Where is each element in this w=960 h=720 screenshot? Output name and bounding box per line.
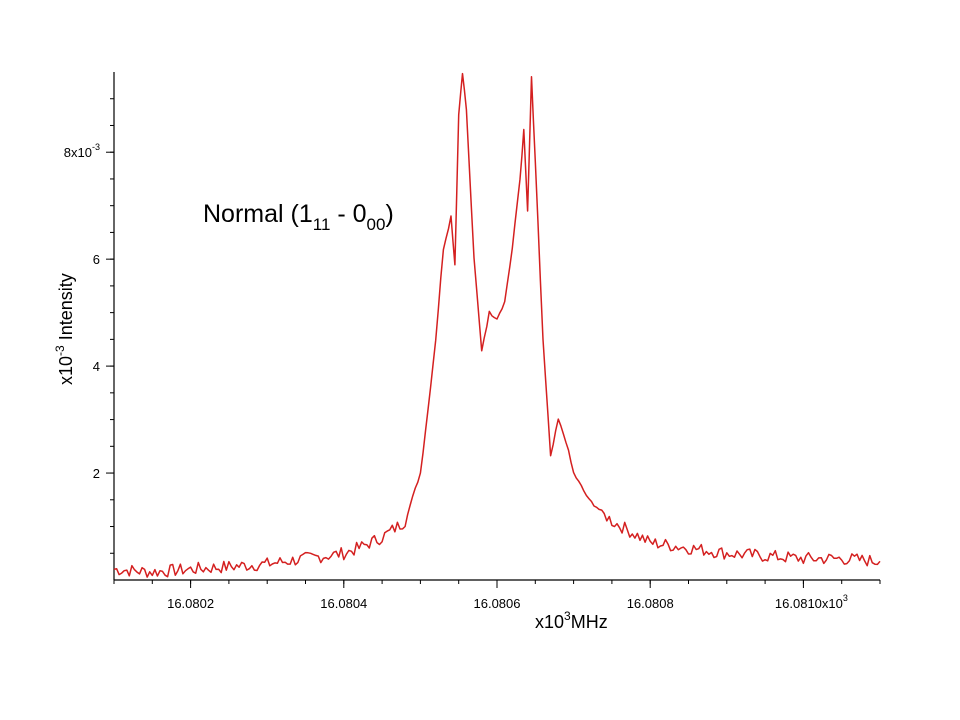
y-tick-label: 4 [93,359,100,374]
x-tick-label: 16.0808 [627,596,674,611]
x-tick-label: 16.0804 [320,596,367,611]
chart-annotation: Normal (111 - 000) [203,200,394,234]
spectrum-line [113,72,881,578]
x-tick-label: 16.0810x103 [775,593,848,611]
x-axis-label: x103MHz [535,609,608,632]
axes [113,72,880,581]
y-tick-label: 8x10-3 [64,142,100,160]
tick-labels: 16.0802 16.0804 16.0806 16.0808 16.0810x103 2… [64,142,848,611]
y-tick-label: 6 [93,252,100,267]
y-tick-label: 2 [93,466,100,481]
x-tick-label: 16.0802 [167,596,214,611]
y-axis-label: x10-3 Intensity [53,273,76,385]
tick-marks [106,98,881,588]
x-tick-label: 16.0806 [474,596,521,611]
